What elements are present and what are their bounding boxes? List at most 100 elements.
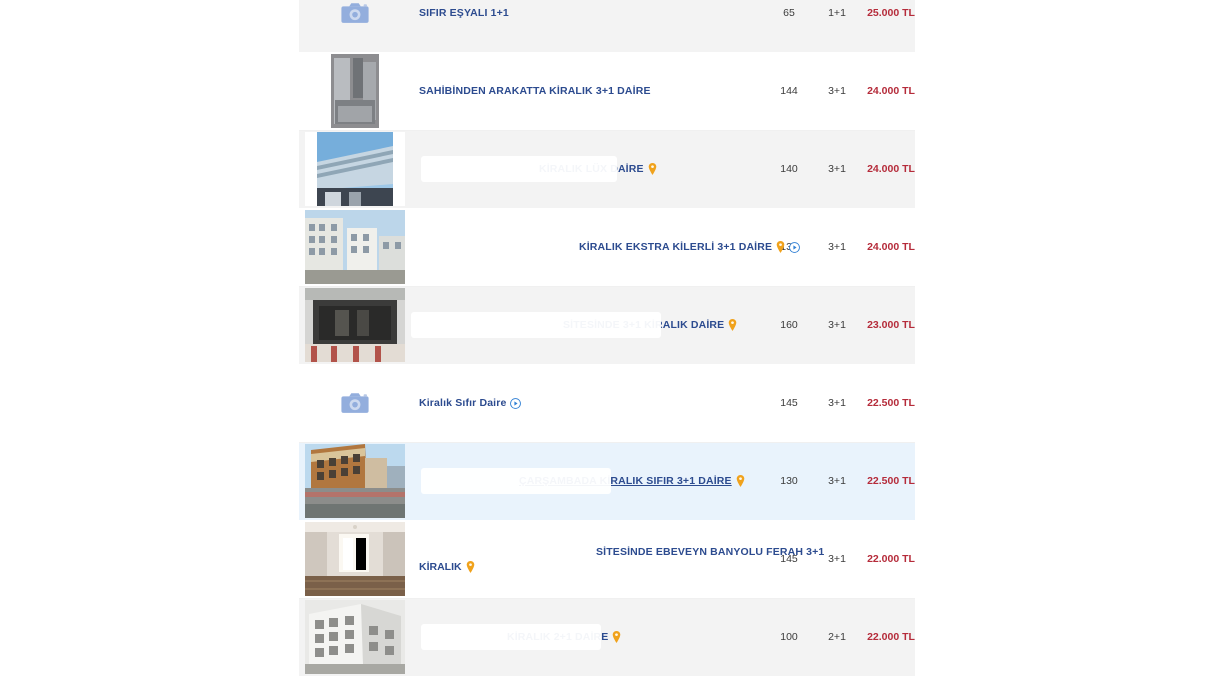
listing-title-block: SİTESİNDE EBEVEYN BANYOLU FERAH 3+1 KİRAL… bbox=[419, 546, 824, 573]
listing-price: 24.000 TL bbox=[861, 130, 915, 209]
listing-title-link[interactable]: Kiralık Sıfır Daire bbox=[419, 397, 522, 409]
listing-title-link[interactable]: ÇARŞAMBADA KİRALIK SIFIR 3+1 DAİRE bbox=[519, 475, 745, 487]
listing-rooms: 3+1 bbox=[813, 52, 861, 131]
map-pin-icon bbox=[613, 631, 621, 643]
listing-photo[interactable] bbox=[305, 54, 405, 128]
listing-title-link[interactable]: SİTESİNDE EBEVEYN BANYOLU FERAH 3+1 bbox=[596, 546, 824, 558]
listing-price: 23.000 TL bbox=[861, 286, 915, 365]
listing-title-cell[interactable]: SAHİBİNDEN ARAKATTA KİRALIK 3+1 DAİRE bbox=[411, 52, 765, 131]
listing-title-wrapper: KİRALIK LÜX DAİRE bbox=[411, 131, 765, 207]
title-glow-band bbox=[421, 234, 531, 260]
listing-title-block: Kiralık Sıfır Daire bbox=[419, 397, 522, 409]
listing-thumbnail-cell[interactable] bbox=[299, 208, 411, 287]
listing-row[interactable]: SİTESİNDE EBEVEYN BANYOLU FERAH 3+1 KİRAL… bbox=[299, 520, 915, 599]
listing-title-link[interactable]: SAHİBİNDEN ARAKATTA KİRALIK 3+1 DAİRE bbox=[419, 85, 651, 97]
listing-price: 24.000 TL bbox=[861, 52, 915, 131]
listing-title-text: SİTESİNDE 3+1 KİRALIK DAİRE bbox=[563, 319, 725, 331]
listing-title-cell[interactable]: Kiralık Sıfır Daire bbox=[411, 364, 765, 443]
listing-photo[interactable] bbox=[305, 600, 405, 674]
listing-title-wrapper: SAHİBİNDEN ARAKATTA KİRALIK 3+1 DAİRE bbox=[411, 53, 765, 129]
listing-title-text: KİRALIK EKSTRA KİLERLİ 3+1 DAİRE bbox=[579, 241, 773, 253]
listing-title-cell[interactable]: SIFIR EŞYALI 1+1 bbox=[411, 0, 765, 53]
listing-title-text: KİRALIK LÜX DAİRE bbox=[539, 163, 644, 175]
listing-title-cell[interactable]: KİRALIK 2+1 DAİRE bbox=[411, 598, 765, 677]
listing-title-text: ÇARŞAMBADA KİRALIK SIFIR 3+1 DAİRE bbox=[519, 475, 732, 487]
listing-thumbnail-cell[interactable] bbox=[299, 598, 411, 677]
listing-title-line2-text: KİRALIK bbox=[419, 560, 462, 573]
listing-row[interactable]: KİRALIK 2+1 DAİRE 100 2+1 22.000 TL bbox=[299, 598, 915, 677]
listing-title-link[interactable]: SIFIR EŞYALI 1+1 bbox=[419, 7, 509, 19]
map-pin-icon bbox=[729, 319, 737, 331]
listing-row[interactable]: KİRALIK EKSTRA KİLERLİ 3+1 DAİRE 130 3+1 24… bbox=[299, 208, 915, 287]
listing-area: 65 bbox=[765, 0, 813, 53]
listing-title-cell[interactable]: SİTESİNDE 3+1 KİRALIK DAİRE bbox=[411, 286, 765, 365]
listing-title-line2[interactable]: KİRALIK bbox=[419, 560, 824, 573]
listing-rooms: 3+1 bbox=[813, 364, 861, 443]
listing-row[interactable]: SAHİBİNDEN ARAKATTA KİRALIK 3+1 DAİRE 144… bbox=[299, 52, 915, 131]
listing-title-link[interactable]: KİRALIK 2+1 DAİRE bbox=[507, 631, 621, 643]
listing-row[interactable]: SIFIR EŞYALI 1+1 65 1+1 25.000 TL bbox=[299, 0, 915, 53]
listing-title-text: SIFIR EŞYALI 1+1 bbox=[419, 6, 509, 19]
listing-rooms: 2+1 bbox=[813, 598, 861, 677]
listing-title-block: SAHİBİNDEN ARAKATTA KİRALIK 3+1 DAİRE bbox=[419, 85, 651, 97]
listing-title-block: SİTESİNDE 3+1 KİRALIK DAİRE bbox=[563, 319, 737, 331]
map-pin-icon bbox=[648, 163, 656, 175]
listing-row[interactable]: KİRALIK LÜX DAİRE 140 3+1 24.000 TL bbox=[299, 130, 915, 209]
listing-title-link[interactable]: KİRALIK EKSTRA KİLERLİ 3+1 DAİRE bbox=[579, 241, 801, 253]
listing-title-wrapper: SIFIR EŞYALI 1+1 bbox=[411, 0, 765, 51]
listing-title-link[interactable]: SİTESİNDE 3+1 KİRALIK DAİRE bbox=[563, 319, 737, 331]
listing-title-wrapper: SİTESİNDE EBEVEYN BANYOLU FERAH 3+1 KİRAL… bbox=[411, 521, 824, 597]
camera-placeholder-icon bbox=[341, 393, 369, 413]
listing-price: 22.000 TL bbox=[861, 520, 915, 599]
listing-title-cell[interactable]: ÇARŞAMBADA KİRALIK SIFIR 3+1 DAİRE bbox=[411, 442, 765, 521]
listing-price: 22.500 TL bbox=[861, 442, 915, 521]
camera-placeholder-icon bbox=[341, 3, 369, 23]
listing-title-block: SIFIR EŞYALI 1+1 bbox=[419, 7, 509, 19]
listing-title-cell[interactable]: SİTESİNDE EBEVEYN BANYOLU FERAH 3+1 KİRAL… bbox=[411, 520, 824, 599]
listing-area: 145 bbox=[765, 364, 813, 443]
listing-title-text: Kiralık Sıfır Daire bbox=[419, 397, 507, 409]
listing-thumbnail-cell[interactable] bbox=[299, 520, 411, 599]
listing-thumbnail-cell[interactable] bbox=[299, 364, 411, 443]
listing-row[interactable]: ÇARŞAMBADA KİRALIK SIFIR 3+1 DAİRE 130 3+1… bbox=[299, 442, 915, 521]
listings-table: SIFIR EŞYALI 1+1 65 1+1 25.000 TL SAHİBİNDEN… bbox=[299, 0, 915, 677]
listing-photo[interactable] bbox=[305, 444, 405, 518]
listing-thumbnail-cell[interactable] bbox=[299, 286, 411, 365]
listing-rooms: 1+1 bbox=[813, 0, 861, 53]
listing-title-block: KİRALIK LÜX DAİRE bbox=[539, 163, 657, 175]
listing-thumbnail-cell[interactable] bbox=[299, 52, 411, 131]
listing-area: 130 bbox=[765, 208, 813, 287]
listing-title-text: SAHİBİNDEN ARAKATTA KİRALIK 3+1 DAİRE bbox=[419, 85, 651, 97]
video-play-icon[interactable] bbox=[789, 241, 801, 253]
listing-title-cell[interactable]: KİRALIK EKSTRA KİLERLİ 3+1 DAİRE bbox=[411, 208, 801, 287]
listing-row[interactable]: Kiralık Sıfır Daire 145 3+1 22.500 TL bbox=[299, 364, 915, 443]
listing-thumbnail-cell[interactable] bbox=[299, 0, 411, 53]
listing-photo[interactable] bbox=[305, 288, 405, 362]
listing-area: 100 bbox=[765, 598, 813, 677]
listing-area: 144 bbox=[765, 52, 813, 131]
listing-title-wrapper: SİTESİNDE 3+1 KİRALIK DAİRE bbox=[411, 287, 765, 363]
video-play-icon[interactable] bbox=[510, 397, 522, 409]
listing-title-link[interactable]: KİRALIK LÜX DAİRE bbox=[539, 163, 657, 175]
listing-thumbnail-cell[interactable] bbox=[299, 130, 411, 209]
listing-row[interactable]: SİTESİNDE 3+1 KİRALIK DAİRE 160 3+1 23.000 … bbox=[299, 286, 915, 365]
listing-photo[interactable] bbox=[305, 522, 405, 596]
listing-price: 24.000 TL bbox=[861, 208, 915, 287]
listing-price: 25.000 TL bbox=[861, 0, 915, 53]
listing-area: 130 bbox=[765, 442, 813, 521]
listing-price: 22.000 TL bbox=[861, 598, 915, 677]
no-photo-placeholder bbox=[305, 0, 405, 50]
listing-area: 140 bbox=[765, 130, 813, 209]
map-pin-icon bbox=[466, 560, 474, 573]
listing-title-block: KİRALIK 2+1 DAİRE bbox=[507, 631, 621, 643]
listing-title-cell[interactable]: KİRALIK LÜX DAİRE bbox=[411, 130, 765, 209]
listing-rooms: 3+1 bbox=[813, 520, 861, 599]
listing-price: 22.500 TL bbox=[861, 364, 915, 443]
listing-area: 160 bbox=[765, 286, 813, 365]
listing-photo[interactable] bbox=[305, 132, 405, 206]
listing-thumbnail-cell[interactable] bbox=[299, 442, 411, 521]
listing-rooms: 3+1 bbox=[813, 130, 861, 209]
listing-photo[interactable] bbox=[305, 210, 405, 284]
listing-title-text: KİRALIK 2+1 DAİRE bbox=[507, 631, 609, 643]
listing-title-wrapper: Kiralık Sıfır Daire bbox=[411, 365, 765, 441]
